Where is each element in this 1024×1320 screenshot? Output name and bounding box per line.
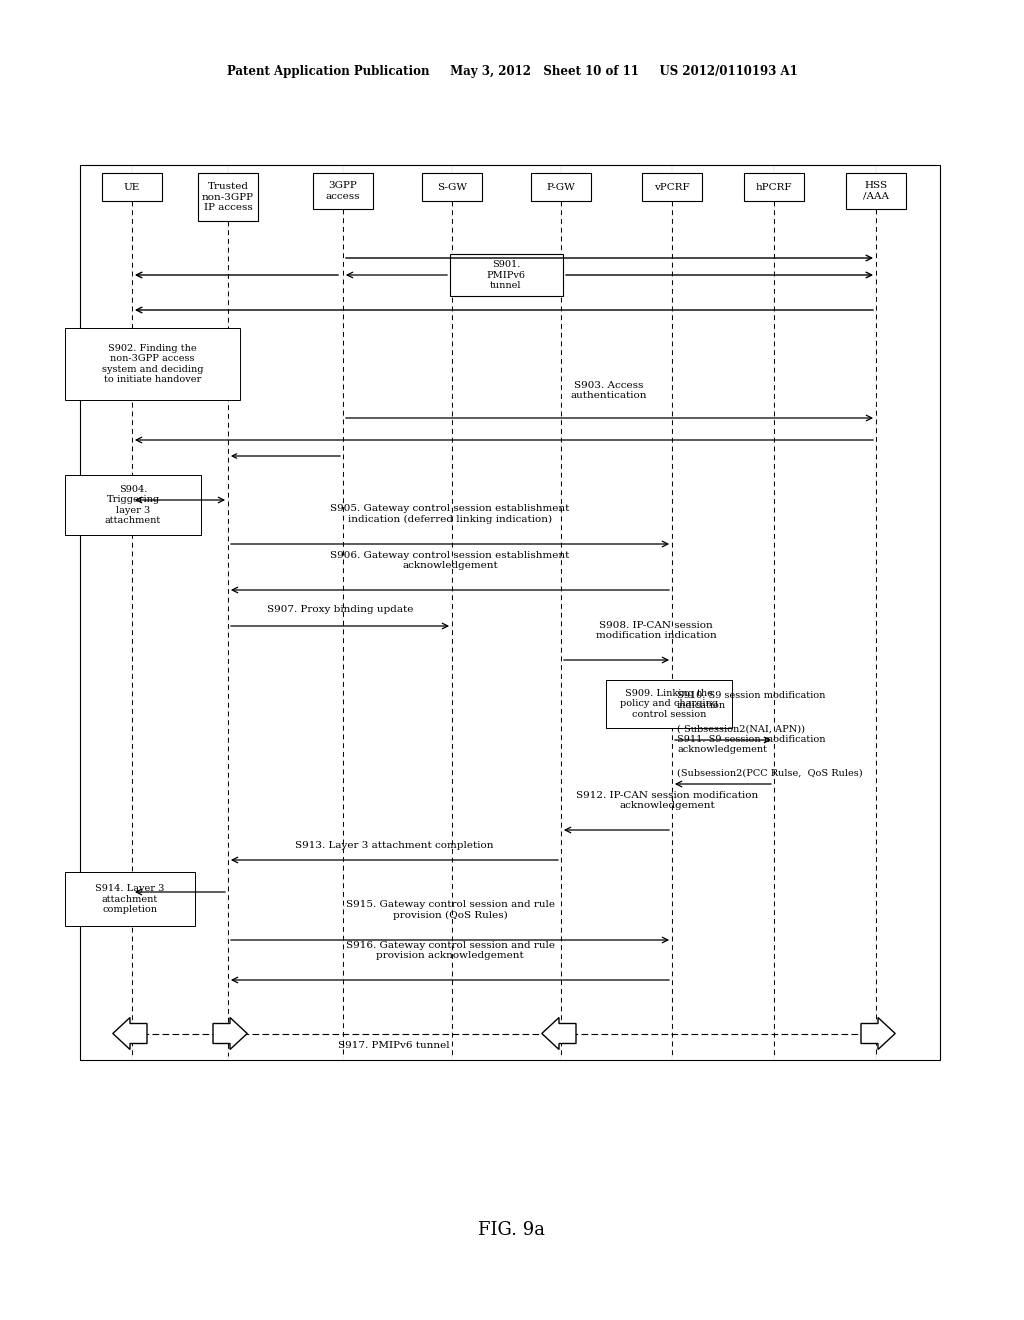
Text: P-GW: P-GW <box>547 182 575 191</box>
FancyBboxPatch shape <box>531 173 591 201</box>
Text: ( Subsession2(NAI, APN)): ( Subsession2(NAI, APN)) <box>677 725 805 734</box>
Text: S902. Finding the
non-3GPP access
system and deciding
to initiate handover: S902. Finding the non-3GPP access system… <box>101 345 203 384</box>
Polygon shape <box>213 1018 247 1049</box>
FancyBboxPatch shape <box>606 680 732 729</box>
FancyBboxPatch shape <box>65 327 240 400</box>
Text: S-GW: S-GW <box>437 182 467 191</box>
Text: S916. Gateway control session and rule
provision acknowledgement: S916. Gateway control session and rule p… <box>345 941 555 960</box>
FancyBboxPatch shape <box>313 173 373 209</box>
FancyBboxPatch shape <box>102 173 162 201</box>
Text: 3GPP
access: 3GPP access <box>326 181 360 201</box>
Polygon shape <box>861 1018 895 1049</box>
Text: hPCRF: hPCRF <box>756 182 793 191</box>
Text: S917. PMIPv6 tunnel: S917. PMIPv6 tunnel <box>338 1041 450 1051</box>
Text: Patent Application Publication     May 3, 2012   Sheet 10 of 11     US 2012/0110: Patent Application Publication May 3, 20… <box>226 66 798 78</box>
FancyBboxPatch shape <box>744 173 804 201</box>
Text: S910. S9 session modification
indication: S910. S9 session modification indication <box>677 690 825 710</box>
Text: FIG. 9a: FIG. 9a <box>478 1221 546 1239</box>
Text: (Subsession2(PCC Rulse,  QoS Rules): (Subsession2(PCC Rulse, QoS Rules) <box>677 770 862 777</box>
Text: S905. Gateway control session establishment
indication (deferred linking indicat: S905. Gateway control session establishm… <box>331 504 569 524</box>
FancyBboxPatch shape <box>642 173 702 201</box>
Polygon shape <box>542 1018 575 1049</box>
Text: HSS
/AAA: HSS /AAA <box>863 181 889 201</box>
FancyBboxPatch shape <box>846 173 906 209</box>
Text: S903. Access
authentication: S903. Access authentication <box>570 380 647 400</box>
Text: S901.
PMIPv6
tunnel: S901. PMIPv6 tunnel <box>486 260 525 290</box>
Text: UE: UE <box>124 182 140 191</box>
Text: S911. S9 session modification
acknowledgement: S911. S9 session modification acknowledg… <box>677 735 825 754</box>
Text: S906. Gateway control session establishment
acknowledgement: S906. Gateway control session establishm… <box>331 550 569 570</box>
Text: S913. Layer 3 attachment completion: S913. Layer 3 attachment completion <box>295 841 494 850</box>
Text: S907. Proxy binding update: S907. Proxy binding update <box>267 605 414 614</box>
FancyBboxPatch shape <box>198 173 258 220</box>
Text: S914. Layer 3
attachment
completion: S914. Layer 3 attachment completion <box>95 884 165 913</box>
Text: S915. Gateway control session and rule
provision (QoS Rules): S915. Gateway control session and rule p… <box>345 900 555 920</box>
Polygon shape <box>113 1018 147 1049</box>
Text: S909. Linking the
policy and charging
control session: S909. Linking the policy and charging co… <box>620 689 718 719</box>
Text: vPCRF: vPCRF <box>654 182 690 191</box>
Text: S912. IP-CAN session modification
acknowledgement: S912. IP-CAN session modification acknow… <box>575 791 758 810</box>
FancyBboxPatch shape <box>450 253 563 296</box>
Bar <box>80 165 940 1060</box>
FancyBboxPatch shape <box>422 173 482 201</box>
FancyBboxPatch shape <box>65 873 195 927</box>
FancyBboxPatch shape <box>65 475 201 535</box>
Text: S904.
Triggering
layer 3
attachment: S904. Triggering layer 3 attachment <box>104 484 161 525</box>
Text: Trusted
non-3GPP
IP access: Trusted non-3GPP IP access <box>202 182 254 213</box>
Text: S908. IP-CAN session
modification indication: S908. IP-CAN session modification indica… <box>596 620 717 640</box>
